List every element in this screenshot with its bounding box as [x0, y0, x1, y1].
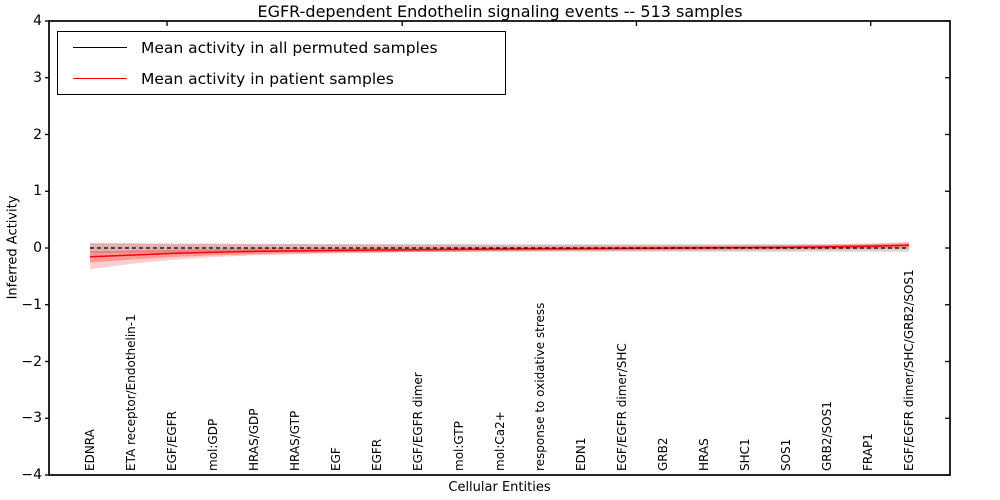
legend-rows: Mean activity in all permuted samples Mea… [58, 32, 505, 94]
x-tick-label: EDNRA [82, 429, 97, 471]
x-tick-label: EGF [328, 447, 343, 471]
x-tick-label: ETA receptor/Endothelin-1 [123, 314, 138, 471]
y-tick-label: −2 [21, 353, 42, 370]
legend-label: Mean activity in patient samples [141, 69, 394, 88]
x-tick-label: EGF/EGFR [164, 411, 179, 471]
x-tick-label: GRB2 [656, 437, 671, 471]
x-tick-label: SOS1 [779, 438, 794, 471]
x-tick-label: EGFR [369, 438, 384, 471]
x-tick-label: mol:GTP [451, 421, 466, 471]
x-axis-label: Cellular Entities [448, 480, 551, 495]
y-tick-label: −4 [21, 467, 42, 483]
x-tick-label: mol:GDP [205, 418, 220, 471]
x-tick-label: EGF/EGFR dimer/SHC/GRB2/SOS1 [902, 269, 917, 471]
x-tick-label: mol:Ca2+ [492, 411, 507, 471]
y-tick-label: 4 [33, 13, 42, 29]
legend-entry: Mean activity in all permuted samples [58, 32, 505, 63]
x-tick-label: HRAS [697, 438, 712, 471]
x-tick-label: EDN1 [574, 437, 589, 471]
legend-line-sample [73, 47, 127, 48]
legend-entry: Mean activity in patient samples [58, 63, 505, 94]
x-tick-label: GRB2/SOS1 [820, 401, 835, 471]
y-tick-label: 0 [33, 240, 42, 256]
chart-title: EGFR-dependent Endothelin signaling even… [257, 2, 743, 21]
x-tick-label: EGF/EGFR dimer [410, 372, 425, 471]
y-tick-label: 3 [33, 69, 42, 86]
y-tick-label: 1 [33, 183, 42, 200]
x-tick-label: response to oxidative stress [533, 302, 548, 471]
y-tick-label: −1 [21, 296, 42, 313]
x-tick-label: SHC1 [738, 438, 753, 471]
legend-box: Mean activity in all permuted samples Mea… [57, 31, 506, 95]
legend-line-sample [73, 78, 127, 79]
x-tick-label: HRAS/GTP [287, 410, 302, 471]
x-tick-label: EGF/EGFR dimer/SHC [615, 343, 630, 471]
x-tick-label: FRAP1 [861, 433, 876, 471]
y-tick-label: 2 [33, 126, 42, 143]
legend-label: Mean activity in all permuted samples [141, 38, 438, 57]
x-tick-label: HRAS/GDP [246, 408, 261, 471]
y-tick-label: −3 [21, 410, 42, 427]
